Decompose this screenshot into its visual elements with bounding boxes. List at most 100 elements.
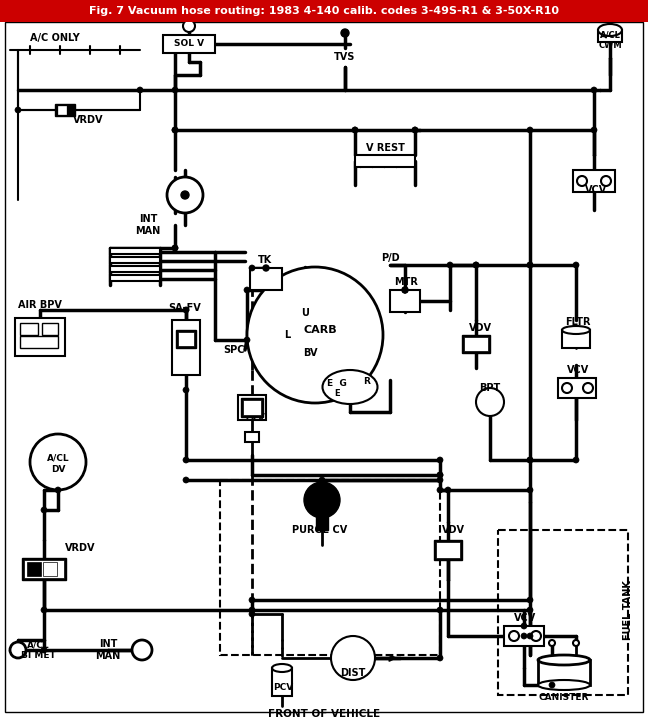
Text: PURGE CV: PURGE CV [292, 525, 347, 535]
Text: FLTR: FLTR [565, 317, 591, 327]
Polygon shape [15, 318, 65, 356]
Polygon shape [562, 330, 590, 348]
Polygon shape [20, 336, 58, 348]
Circle shape [473, 262, 479, 268]
Circle shape [402, 287, 408, 293]
Circle shape [509, 631, 519, 641]
Circle shape [527, 127, 533, 133]
Polygon shape [43, 562, 57, 576]
Text: VRDV: VRDV [65, 543, 95, 553]
Polygon shape [462, 335, 490, 353]
Circle shape [183, 20, 195, 32]
Circle shape [562, 383, 572, 393]
Polygon shape [316, 516, 328, 530]
Circle shape [30, 434, 86, 490]
Circle shape [527, 607, 533, 613]
Text: VRDV: VRDV [73, 115, 103, 125]
Circle shape [249, 265, 255, 271]
Polygon shape [238, 395, 266, 420]
Text: U: U [301, 308, 309, 318]
Polygon shape [272, 668, 292, 696]
Ellipse shape [538, 680, 590, 690]
Text: INT
MAN: INT MAN [135, 214, 161, 236]
Circle shape [304, 482, 340, 518]
Polygon shape [172, 320, 200, 375]
Circle shape [55, 487, 61, 493]
Circle shape [437, 472, 443, 478]
Text: PCV: PCV [273, 682, 293, 692]
Circle shape [172, 245, 178, 251]
Circle shape [41, 647, 47, 653]
Text: BPT: BPT [480, 383, 501, 393]
Text: A/CL
CWM: A/CL CWM [598, 30, 622, 50]
Polygon shape [24, 560, 64, 578]
Circle shape [437, 655, 443, 661]
Text: VCV: VCV [514, 613, 536, 623]
Polygon shape [55, 104, 75, 116]
Polygon shape [176, 330, 196, 348]
Circle shape [172, 127, 178, 133]
Circle shape [447, 262, 453, 268]
Text: SPC: SPC [224, 345, 245, 355]
Ellipse shape [538, 655, 590, 665]
Circle shape [41, 607, 47, 613]
Circle shape [527, 487, 533, 493]
Circle shape [527, 633, 533, 639]
Polygon shape [22, 558, 66, 580]
Circle shape [249, 607, 255, 613]
Circle shape [527, 597, 533, 603]
Circle shape [402, 287, 408, 293]
Text: E  G: E G [327, 378, 347, 388]
Polygon shape [241, 398, 263, 417]
Circle shape [263, 265, 269, 271]
Polygon shape [20, 323, 38, 335]
Polygon shape [42, 323, 58, 335]
Circle shape [573, 457, 579, 463]
Polygon shape [390, 290, 420, 312]
Circle shape [437, 457, 443, 463]
Text: L: L [284, 330, 290, 340]
Text: VDV: VDV [441, 525, 465, 535]
Polygon shape [598, 30, 622, 42]
Text: DIST: DIST [340, 668, 365, 678]
Polygon shape [243, 400, 261, 415]
Text: P/D: P/D [380, 253, 399, 263]
Text: FUEL TANK: FUEL TANK [623, 580, 633, 640]
Text: VCV: VCV [585, 185, 607, 195]
Circle shape [437, 477, 443, 483]
Text: TK: TK [258, 255, 272, 265]
Circle shape [591, 87, 597, 93]
Ellipse shape [598, 24, 622, 36]
Ellipse shape [272, 664, 292, 672]
Polygon shape [538, 660, 590, 685]
Polygon shape [464, 337, 488, 351]
Circle shape [531, 631, 541, 641]
Text: FRONT OF VEHICLE: FRONT OF VEHICLE [268, 709, 380, 719]
Circle shape [521, 623, 527, 629]
Circle shape [167, 177, 203, 213]
Text: R: R [364, 377, 371, 385]
Circle shape [402, 287, 408, 293]
Text: CARBON
CANISTER: CARBON CANISTER [539, 682, 589, 702]
Text: INT
MAN: INT MAN [95, 639, 121, 661]
Circle shape [183, 457, 189, 463]
Circle shape [319, 477, 325, 483]
Circle shape [183, 387, 189, 393]
Polygon shape [163, 35, 215, 53]
Circle shape [10, 642, 26, 658]
Circle shape [172, 245, 178, 251]
Text: SA-FV: SA-FV [168, 303, 202, 313]
Circle shape [527, 457, 533, 463]
Polygon shape [355, 155, 415, 167]
Text: DV: DV [51, 464, 65, 474]
Circle shape [183, 477, 189, 483]
Polygon shape [110, 257, 160, 263]
Circle shape [247, 267, 383, 403]
Circle shape [527, 457, 533, 463]
Polygon shape [436, 542, 460, 558]
Text: A/C ONLY: A/C ONLY [30, 33, 80, 43]
Circle shape [249, 611, 255, 617]
Text: V REST: V REST [365, 143, 404, 153]
Circle shape [445, 487, 451, 493]
Text: AIR BPV: AIR BPV [18, 300, 62, 310]
